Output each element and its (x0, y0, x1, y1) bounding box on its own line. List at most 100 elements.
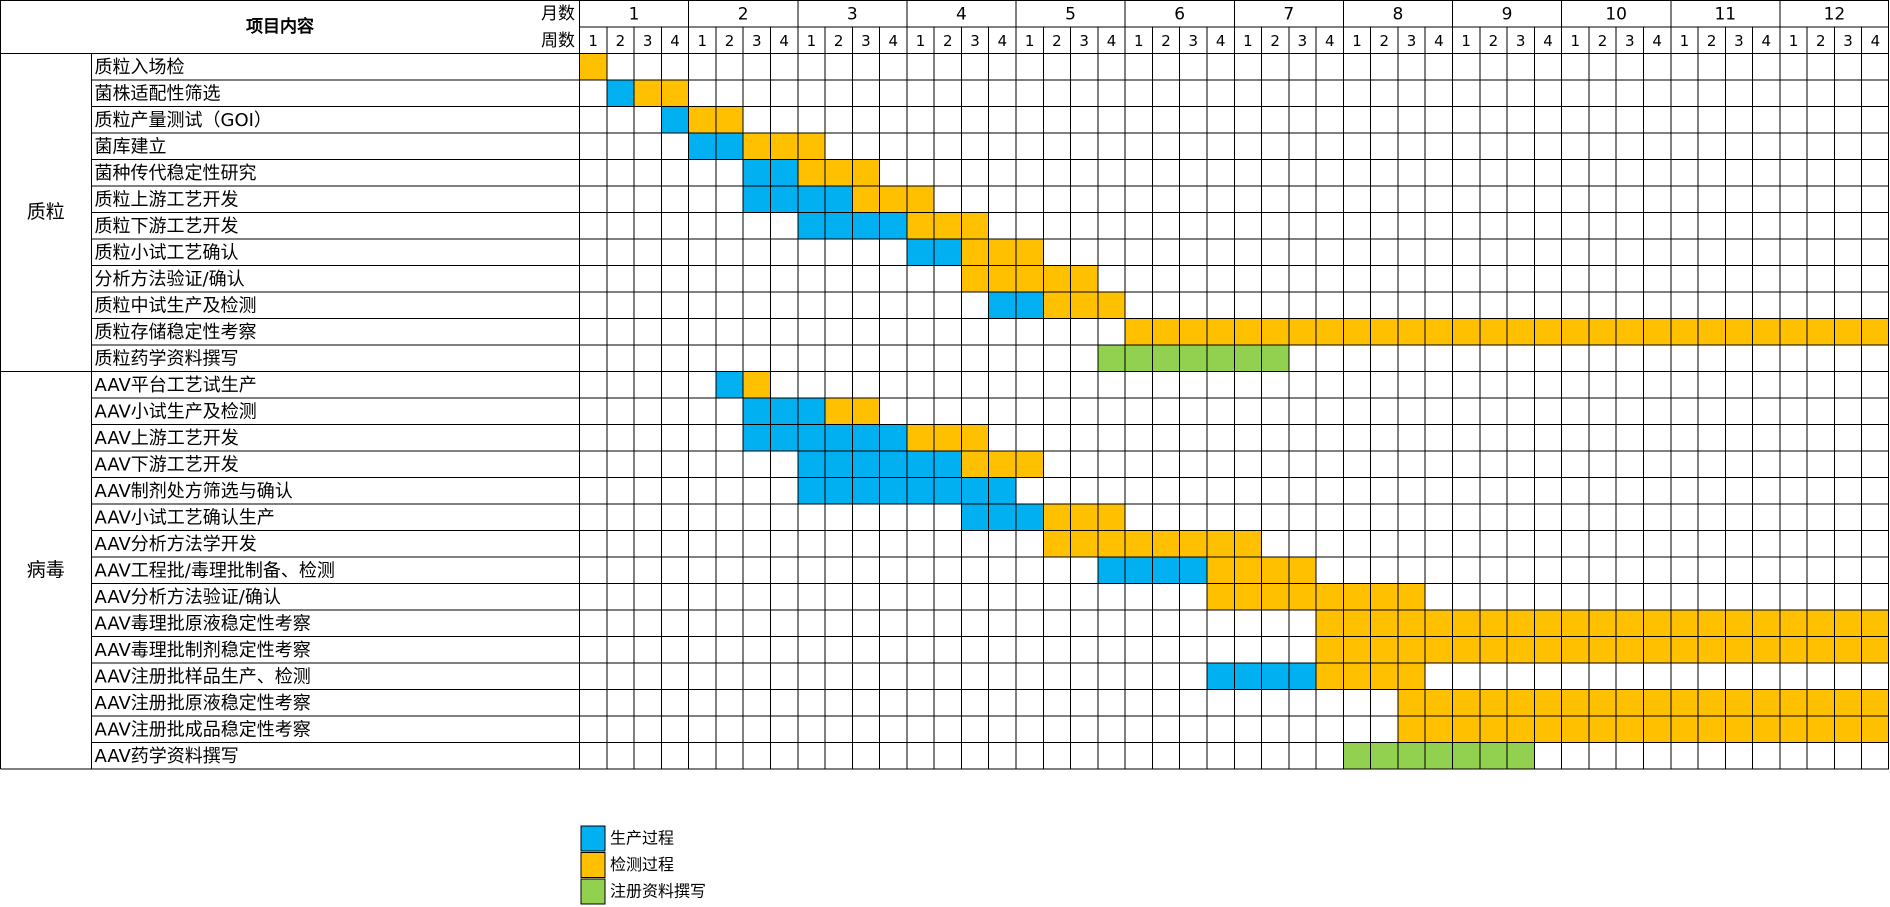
task-name: 质粒存储稳定性考察 (95, 322, 257, 343)
task-name: 质粒产量测试（GOI） (95, 110, 272, 131)
task-name: AAV药学资料撰写 (95, 746, 239, 767)
task-name: 质粒中试生产及检测 (95, 295, 257, 316)
task-name: 菌库建立 (95, 136, 167, 157)
task-bar (961, 451, 1044, 478)
week-label: 3 (1843, 32, 1853, 50)
week-label: 4 (1107, 32, 1117, 50)
month-label: 5 (1065, 5, 1076, 25)
task-bar (661, 106, 689, 133)
month-label: 2 (738, 5, 749, 25)
task-name: 质粒小试工艺确认 (95, 242, 239, 263)
week-label: 1 (697, 32, 707, 50)
week-label: 4 (888, 32, 898, 50)
task-bar (1043, 292, 1126, 319)
task-name: AAV注册批样品生产、检测 (95, 666, 311, 687)
month-label: 12 (1824, 5, 1846, 25)
group-name: 病毒 (27, 559, 65, 581)
task-bar (1316, 636, 1889, 663)
month-label: 4 (956, 5, 967, 25)
week-label: 3 (643, 32, 653, 50)
week-label: 3 (1625, 32, 1635, 50)
week-label: 3 (970, 32, 980, 50)
week-label: 1 (1134, 32, 1144, 50)
task-bar (797, 159, 880, 186)
week-label: 1 (1243, 32, 1253, 50)
week-label: 2 (1161, 32, 1171, 50)
task-bar (1316, 610, 1889, 637)
legend-label: 生产过程 (610, 829, 674, 848)
group-name: 质粒 (27, 201, 65, 223)
task-bar (906, 424, 989, 451)
month-label: 1 (629, 5, 640, 25)
task-bar (1343, 742, 1535, 769)
week-label: 3 (1189, 32, 1199, 50)
task-bar (961, 239, 1044, 266)
week-label: 1 (588, 32, 598, 50)
legend-label: 检测过程 (610, 855, 674, 874)
week-label: 4 (670, 32, 680, 50)
header-item: 项目内容 (246, 16, 314, 37)
week-label: 3 (1298, 32, 1308, 50)
header-month: 月数 (541, 4, 575, 24)
week-label: 4 (1434, 32, 1444, 50)
month-label: 11 (1714, 5, 1736, 25)
task-name: AAV毒理批原液稳定性考察 (95, 613, 311, 634)
week-label: 1 (1025, 32, 1035, 50)
week-label: 3 (752, 32, 762, 50)
task-name: AAV毒理批制剂稳定性考察 (95, 640, 311, 661)
week-label: 3 (1079, 32, 1089, 50)
task-bar (743, 133, 826, 160)
week-label: 3 (861, 32, 871, 50)
task-bar (961, 504, 1044, 531)
month-label: 6 (1174, 5, 1185, 25)
header-week: 周数 (541, 31, 575, 51)
week-label: 2 (1270, 32, 1280, 50)
month-label: 7 (1283, 5, 1294, 25)
week-label: 2 (1816, 32, 1826, 50)
week-label: 4 (1325, 32, 1335, 50)
week-label: 2 (1489, 32, 1499, 50)
task-name: 质粒入场检 (95, 57, 185, 78)
week-label: 2 (1707, 32, 1717, 50)
legend-label: 注册资料撰写 (610, 882, 706, 901)
week-label: 2 (834, 32, 844, 50)
task-name: AAV下游工艺开发 (95, 454, 239, 475)
week-label: 3 (1516, 32, 1526, 50)
task-bar (743, 398, 826, 425)
task-name: AAV小试工艺确认生产 (95, 507, 275, 528)
week-label: 3 (1407, 32, 1417, 50)
week-label: 4 (1543, 32, 1553, 50)
task-name: 菌株适配性筛选 (95, 83, 221, 104)
task-name: AAV分析方法学开发 (95, 534, 257, 555)
task-name: 分析方法验证/确认 (95, 269, 245, 290)
task-name: AAV制剂处方筛选与确认 (95, 481, 293, 502)
week-label: 2 (1598, 32, 1608, 50)
week-label: 2 (616, 32, 626, 50)
week-label: 1 (1352, 32, 1362, 50)
task-bar (715, 371, 744, 398)
month-label: 3 (847, 5, 858, 25)
task-bar (1043, 504, 1126, 531)
task-name: 菌种传代稳定性研究 (95, 163, 257, 184)
week-label: 2 (943, 32, 953, 50)
week-label: 3 (1734, 32, 1744, 50)
task-name: AAV工程批/毒理批制备、检测 (95, 560, 335, 581)
task-bar (906, 212, 989, 239)
legend-swatch (580, 852, 606, 878)
week-label: 4 (1216, 32, 1226, 50)
task-name: AAV小试生产及检测 (95, 401, 257, 422)
week-label: 1 (1461, 32, 1471, 50)
task-bar (852, 186, 935, 213)
task-name: 质粒下游工艺开发 (95, 216, 239, 237)
legend-swatch (580, 825, 606, 852)
week-label: 2 (1052, 32, 1062, 50)
week-label: 1 (807, 32, 817, 50)
week-label: 2 (725, 32, 735, 50)
month-label: 8 (1393, 5, 1404, 25)
week-label: 4 (1761, 32, 1771, 50)
week-label: 4 (1652, 32, 1662, 50)
legend-swatch (580, 878, 606, 905)
task-name: AAV上游工艺开发 (95, 428, 239, 449)
task-name: AAV分析方法验证/确认 (95, 587, 281, 608)
